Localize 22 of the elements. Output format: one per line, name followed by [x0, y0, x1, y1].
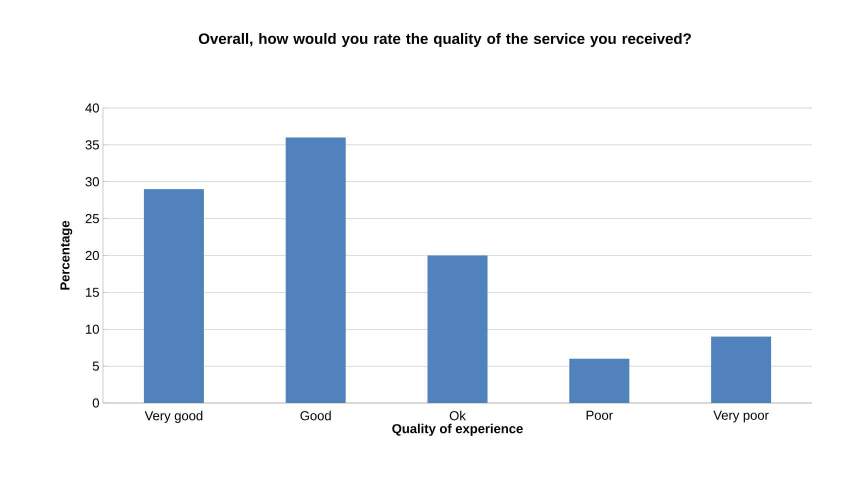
x-tick-label: Good [300, 410, 331, 420]
y-tick-label: 0 [92, 398, 99, 408]
y-tick-label: 25 [86, 214, 99, 224]
y-tick-label: 5 [92, 362, 99, 371]
x-axis-title: Quality of experience [392, 424, 523, 436]
x-tick-label: Ok [450, 410, 466, 420]
y-tick-label: 10 [86, 324, 99, 334]
bar [144, 189, 204, 403]
y-tick-label: 40 [85, 103, 99, 113]
bar [569, 358, 630, 403]
y-tick-label: 30 [86, 177, 99, 186]
chart-title: Overall, how would you rate the quality of the service you received? [198, 32, 691, 47]
x-tick-label: Poor [586, 410, 613, 420]
bar [711, 336, 772, 403]
bar [286, 137, 346, 403]
x-tick-label: Very poor [713, 410, 769, 422]
bar [428, 255, 488, 403]
y-tick-label: 35 [86, 140, 99, 150]
y-tick-label: 15 [86, 288, 99, 297]
y-axis-title: Percentage [60, 220, 72, 290]
x-tick-label: Very good [144, 410, 202, 423]
y-tick-label: 20 [86, 250, 99, 260]
